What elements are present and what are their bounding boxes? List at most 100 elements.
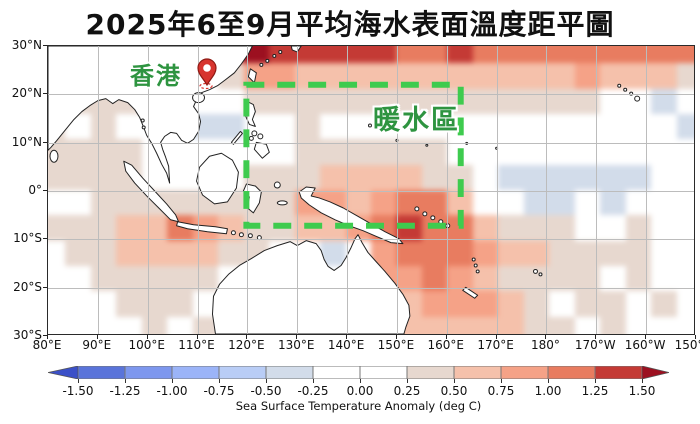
heatmap-cell: [498, 291, 524, 317]
heatmap-cell: [651, 46, 677, 64]
heatmap-cell: [116, 114, 142, 140]
heatmap-cell: [549, 266, 575, 292]
heatmap-cell: [48, 240, 66, 266]
heatmap-cell: [498, 88, 524, 114]
heatmap-cell: [421, 266, 448, 292]
heatmap-cell: [498, 114, 524, 140]
x-tick-mark: [445, 335, 447, 339]
colorbar-under-arrow: [48, 366, 78, 379]
y-tick-mark: [43, 141, 47, 143]
heatmap-cell: [370, 46, 397, 64]
heatmap-cell: [651, 215, 677, 241]
heatmap-cell: [90, 215, 117, 241]
heatmap-cell: [48, 190, 66, 216]
colorbar-segment: [266, 366, 313, 379]
heatmap-cell: [549, 46, 575, 64]
heatmap-cell: [90, 316, 117, 334]
heatmap-cell: [370, 190, 397, 216]
heatmap-cell: [574, 114, 601, 140]
heatmap-cell: [600, 88, 626, 114]
heatmap-cell: [320, 114, 346, 140]
heatmap-cell: [549, 291, 575, 317]
heatmap-cell: [651, 316, 677, 334]
heatmap-cell: [370, 88, 397, 114]
land-hawaii: [623, 87, 628, 92]
heatmap-cell: [498, 63, 524, 89]
heatmap-cell: [651, 291, 677, 317]
heatmap-cell: [651, 164, 677, 190]
x-tick-label: 160°W: [624, 338, 666, 352]
x-tick-label: 150°W: [674, 338, 700, 352]
colorbar-tick-label: -0.25: [297, 384, 329, 398]
heatmap-cell: [320, 164, 346, 190]
heatmap-cell: [523, 114, 550, 140]
heatmap-cell: [523, 46, 550, 64]
figure-title: 2025年6至9月平均海水表面溫度距平圖: [85, 8, 615, 41]
x-tick-mark: [545, 335, 547, 339]
heatmap-cell: [421, 88, 448, 114]
heatmap-cell: [600, 63, 626, 89]
heatmap-cell: [345, 164, 371, 190]
land-ryukyu: [259, 62, 264, 67]
heatmap-cell: [192, 266, 219, 292]
x-tick-mark: [96, 335, 98, 339]
heatmap-cell: [269, 114, 295, 140]
grid-line-meridian: [347, 46, 349, 334]
heatmap-cell: [218, 88, 244, 114]
heatmap-cell: [192, 316, 219, 334]
heatmap-cell: [396, 88, 422, 114]
x-tick-label: 80°E: [32, 338, 62, 352]
heatmap-cell: [600, 215, 626, 241]
heatmap-cell: [396, 266, 422, 292]
colorbar: -1.50 -1.25 -1.00 -0.75 -0.50 -0.25 0.00 0.25 0.…: [48, 366, 669, 413]
heatmap-cell: [396, 164, 422, 190]
warm-area-box: [243, 81, 464, 229]
x-tick-label: 120°E: [228, 338, 265, 352]
colorbar-tick-label: 0.25: [393, 384, 421, 398]
heatmap-cell: [472, 240, 499, 266]
heatmap-cell: [549, 215, 575, 241]
x-tick-mark: [196, 335, 198, 339]
heatmap-cell: [116, 291, 142, 317]
heatmap-cell: [676, 139, 694, 165]
land-fiji: [538, 272, 543, 277]
colorbar-segment: [407, 366, 454, 379]
colorbar-segment: [548, 366, 595, 379]
x-tick-label: 150°E: [377, 338, 415, 352]
grid-line-meridian: [646, 46, 648, 334]
land-ryukyu: [272, 53, 277, 58]
heatmap-cell: [574, 88, 601, 114]
heatmap-cell: [676, 316, 694, 334]
y-tick-label: 30°S: [13, 328, 42, 342]
grid-line-meridian: [97, 46, 99, 334]
land-lesser-sunda: [247, 233, 253, 239]
heatmap-cell: [90, 164, 117, 190]
grid-line-meridian: [496, 46, 498, 334]
land-vanuatu: [475, 269, 480, 274]
heatmap-cell: [370, 114, 397, 140]
y-tick-label: 10°S: [13, 231, 42, 246]
colorbar-segment: [360, 366, 407, 379]
heatmap-cell: [625, 46, 652, 64]
heatmap-cell: [421, 164, 448, 190]
land-visayas: [257, 133, 264, 140]
colorbar-segment: [78, 366, 125, 379]
heatmap-cell: [676, 63, 694, 89]
heatmap-cell: [574, 266, 601, 292]
heatmap-cell: [498, 240, 524, 266]
heatmap-cell: [600, 240, 626, 266]
colorbar-tick-mark: [501, 379, 502, 383]
heatmap-cell: [320, 88, 346, 114]
heatmap-cell: [651, 240, 677, 266]
heatmap-cell: [600, 190, 626, 216]
heatmap-cell: [396, 114, 422, 140]
colorbar-segment: [219, 366, 266, 379]
colorbar-tick-label: 1.25: [581, 384, 609, 398]
heatmap-cell: [676, 266, 694, 292]
land-solomons: [414, 206, 420, 212]
land-solomons: [430, 215, 436, 221]
plot-area: [47, 45, 695, 335]
heatmap-cell: [269, 46, 295, 64]
x-tick-mark: [246, 335, 248, 339]
